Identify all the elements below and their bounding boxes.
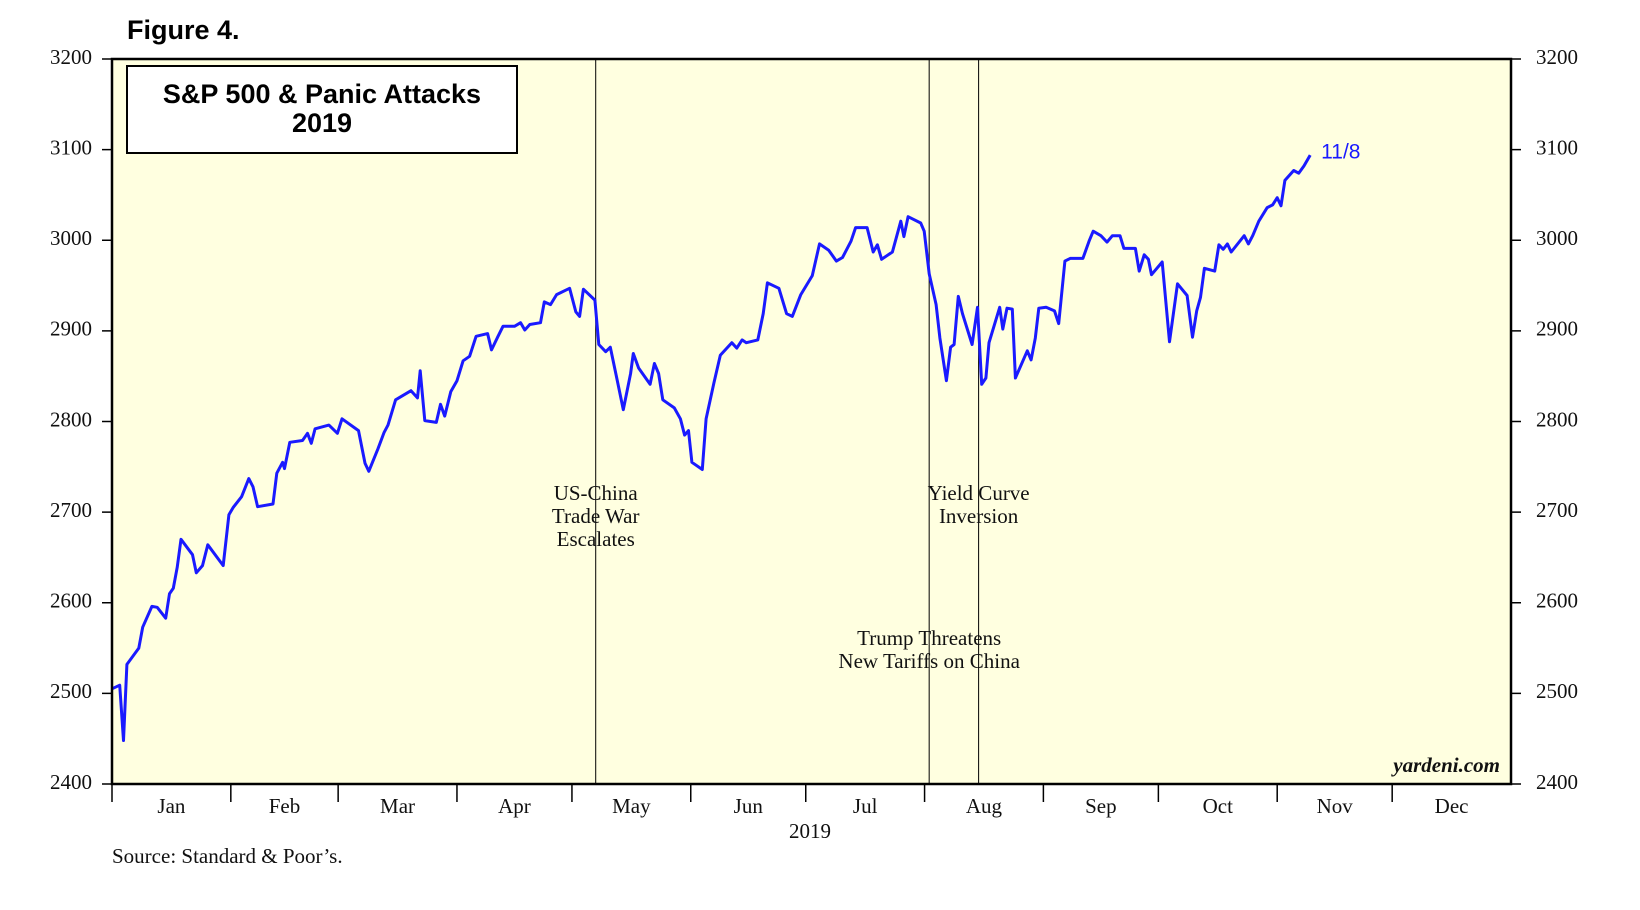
credit: yardeni.com <box>1390 753 1500 777</box>
annotation: Escalates <box>557 527 635 551</box>
y-tick-label: 3200 <box>50 45 92 69</box>
chart-subtitle: 2019 <box>292 108 352 138</box>
y-tick-label: 3100 <box>50 135 92 159</box>
annotation: Yield Curve <box>928 481 1030 505</box>
y-tick-label: 2600 <box>50 589 92 613</box>
chart-title: S&P 500 & Panic Attacks <box>163 79 481 109</box>
figure-label: Figure 4. <box>127 15 240 45</box>
source: Source: Standard & Poor’s. <box>112 844 343 868</box>
y-tick-label: 2800 <box>50 407 92 431</box>
x-tick-label: Apr <box>498 794 531 818</box>
y2-tick-label: 3200 <box>1536 45 1578 69</box>
x-tick-label: Jan <box>157 794 185 818</box>
y2-tick-label: 2600 <box>1536 589 1578 613</box>
y2-tick-label: 2700 <box>1536 498 1578 522</box>
annotation: US-China <box>554 481 639 505</box>
x-tick-label: Aug <box>966 794 1003 818</box>
annotation: New Tariffs on China <box>838 649 1020 673</box>
y-tick-label: 2700 <box>50 498 92 522</box>
y2-tick-label: 3100 <box>1536 135 1578 159</box>
y-tick-label: 2500 <box>50 679 92 703</box>
x-tick-label: Jul <box>853 794 878 818</box>
end-label: 11/8 <box>1321 141 1360 164</box>
x-tick-label: May <box>612 794 651 818</box>
annotation: Trade War <box>552 504 640 528</box>
plot-frame <box>110 57 1513 786</box>
x-tick-label: Oct <box>1203 794 1233 818</box>
y2-tick-label: 2500 <box>1536 679 1578 703</box>
x-tick-label: Dec <box>1435 794 1469 818</box>
y2-tick-label: 2800 <box>1536 407 1578 431</box>
title-box <box>126 65 518 154</box>
x-tick-label: Mar <box>380 794 415 818</box>
y-tick-label: 3000 <box>50 226 92 250</box>
y2-tick-label: 3000 <box>1536 226 1578 250</box>
y-tick-label: 2900 <box>50 317 92 341</box>
y2-tick-label: 2900 <box>1536 317 1578 341</box>
x-tick-label: Feb <box>269 794 301 818</box>
x-tick-label: Jun <box>734 794 764 818</box>
y-tick-label: 2400 <box>50 770 92 794</box>
y2-tick-label: 2400 <box>1536 770 1578 794</box>
price-line <box>111 154 1312 742</box>
x-axis-label: 2019 <box>789 819 831 843</box>
annotation: Inversion <box>939 504 1019 528</box>
x-tick-label: Sep <box>1085 794 1117 818</box>
x-tick-label: Nov <box>1317 794 1354 818</box>
annotation: Trump Threatens <box>857 626 1001 650</box>
